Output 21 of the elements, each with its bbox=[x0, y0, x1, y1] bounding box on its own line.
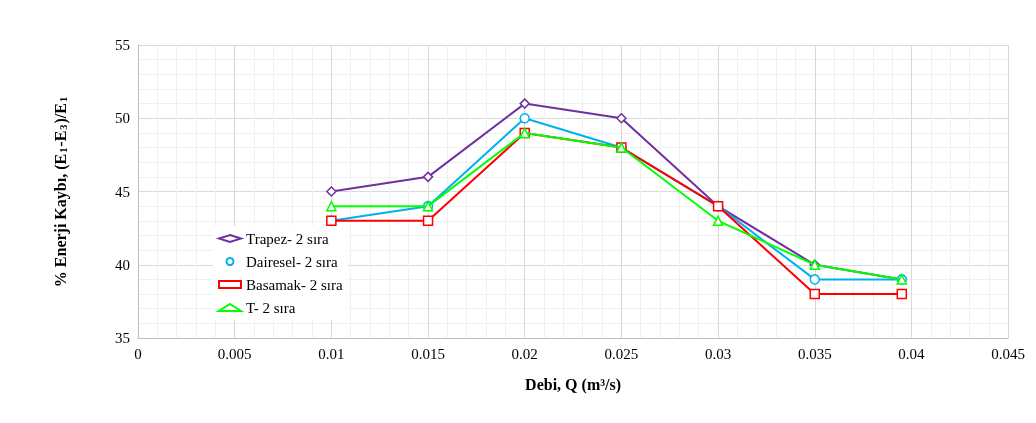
legend-label: Dairesel- 2 sıra bbox=[246, 253, 338, 270]
legend-label: T- 2 sıra bbox=[246, 299, 296, 316]
x-tick-label: 0.025 bbox=[604, 345, 639, 362]
legend-label: Basamak- 2 sıra bbox=[246, 276, 343, 293]
x-tick-label: 0.04 bbox=[898, 345, 926, 362]
legend-label: Trapez- 2 sıra bbox=[246, 230, 330, 247]
x-tick-label: 0.005 bbox=[217, 345, 252, 362]
x-tick-label: 0 bbox=[134, 345, 142, 362]
x-tick-label: 0.02 bbox=[511, 345, 538, 362]
y-tick-label: 45 bbox=[115, 183, 130, 200]
x-axis-title: Debi, Q (m³/s) bbox=[525, 375, 622, 394]
x-tick-label: 0.035 bbox=[797, 345, 832, 362]
y-tick-label: 35 bbox=[115, 330, 130, 346]
y-tick-label: 50 bbox=[115, 110, 130, 127]
y-tick-label: 55 bbox=[115, 37, 130, 53]
x-tick-label: 0.03 bbox=[704, 345, 732, 362]
y-axis-title: % Enerji Kaybı, (E1-E3)/E1 bbox=[51, 96, 70, 288]
y-tick-label: 40 bbox=[115, 256, 130, 273]
x-tick-label: 0.01 bbox=[318, 345, 345, 362]
x-tick-label: 0.045 bbox=[991, 345, 1025, 362]
x-tick-label: 0.015 bbox=[411, 345, 445, 362]
